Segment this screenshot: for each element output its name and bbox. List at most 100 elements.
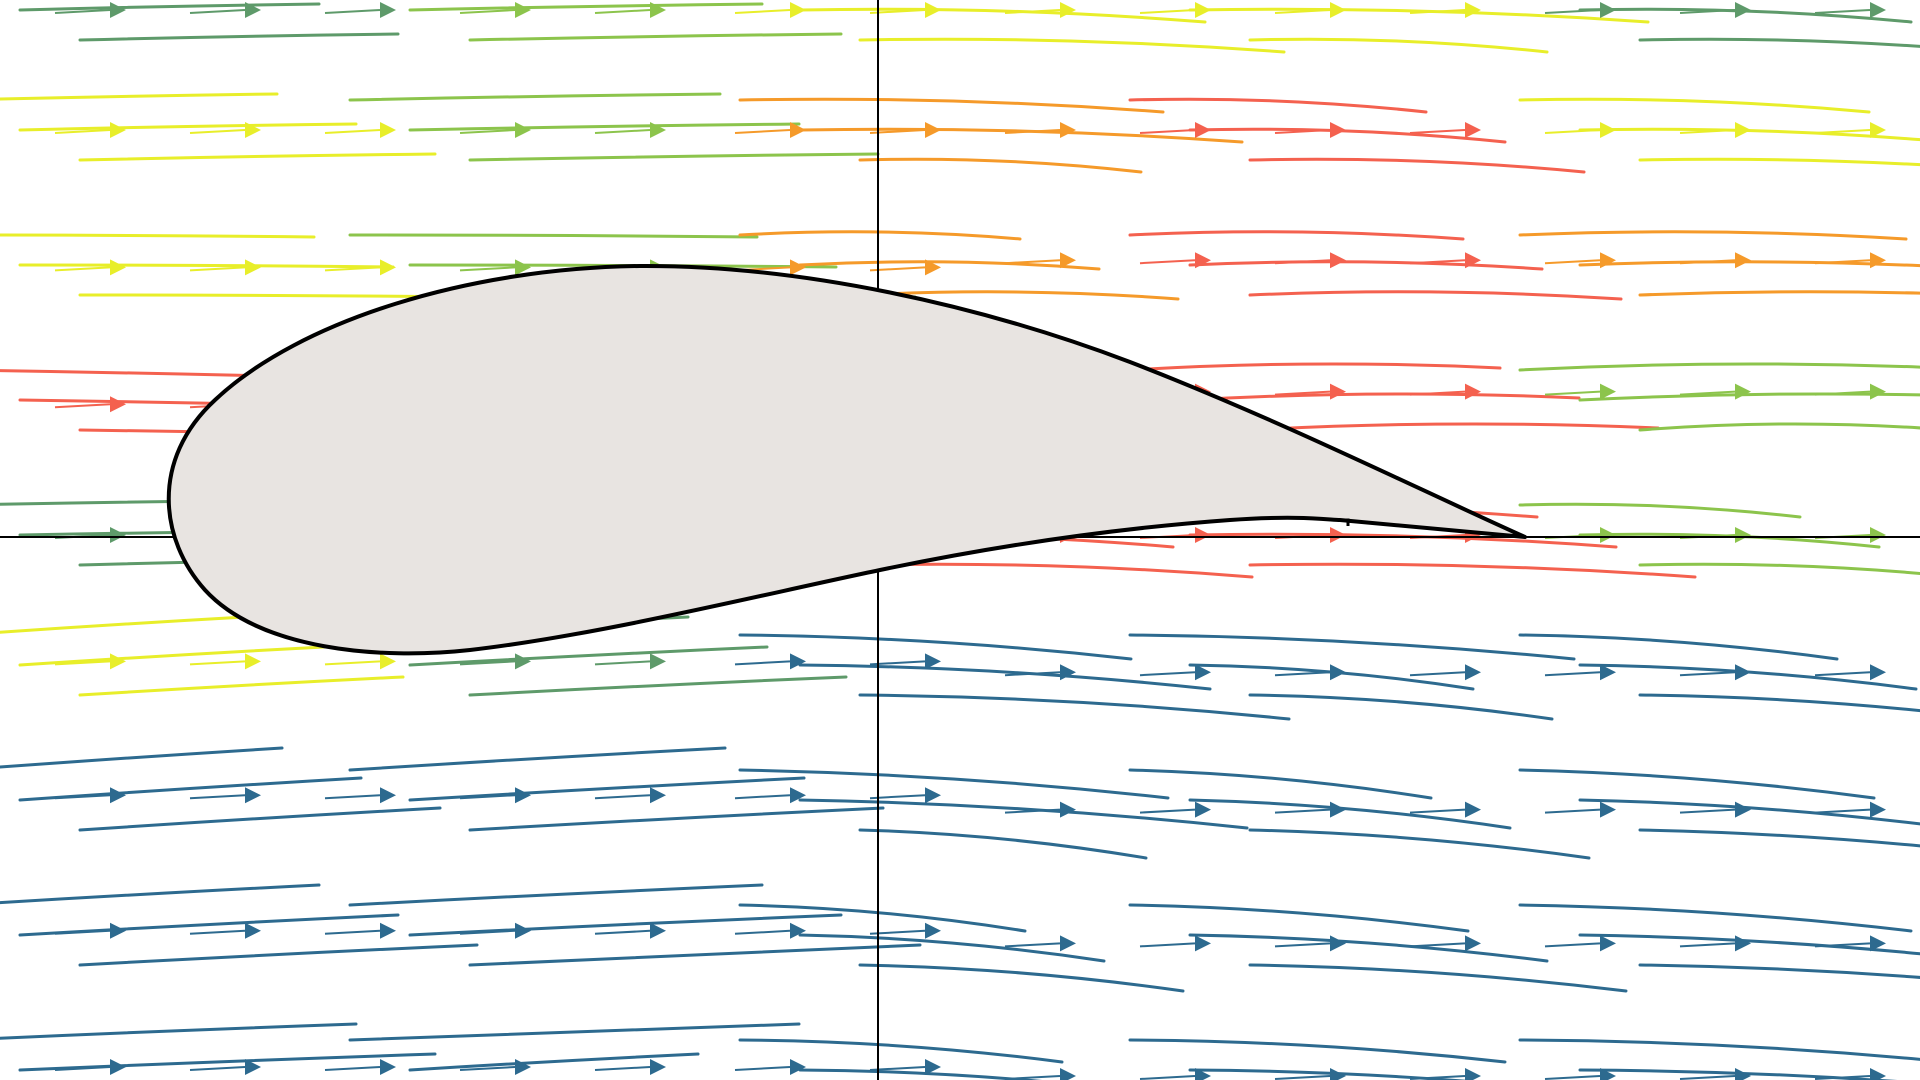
velocity-arrow bbox=[1409, 383, 1481, 400]
streamline bbox=[1128, 1038, 1507, 1064]
streamline bbox=[468, 675, 848, 697]
streamline bbox=[1188, 798, 1512, 830]
streamline bbox=[408, 2, 764, 12]
velocity-arrow bbox=[459, 2, 531, 18]
streamline bbox=[798, 1068, 1042, 1080]
velocity-arrow bbox=[1004, 664, 1076, 681]
velocity-arrow bbox=[459, 787, 531, 804]
velocity-arrow bbox=[1139, 122, 1211, 138]
streamline bbox=[18, 645, 326, 667]
velocity-arrow bbox=[1274, 122, 1346, 138]
velocity-arrow bbox=[1274, 664, 1346, 681]
streamline bbox=[858, 828, 1148, 860]
streamline bbox=[1638, 828, 1920, 848]
streamline bbox=[408, 122, 801, 132]
streamline bbox=[348, 92, 722, 102]
streamline bbox=[78, 32, 400, 42]
streamline bbox=[1638, 562, 1920, 575]
velocity-arrow bbox=[1409, 122, 1481, 138]
velocity-arrow bbox=[459, 1059, 531, 1075]
streamline bbox=[738, 633, 1133, 661]
velocity-arrow bbox=[1814, 801, 1886, 818]
streamline bbox=[1638, 422, 1920, 432]
streamline bbox=[858, 37, 1286, 54]
streamline bbox=[1188, 7, 1650, 24]
streamline bbox=[0, 1022, 358, 1040]
streamline bbox=[468, 806, 885, 832]
velocity-arrow bbox=[1004, 2, 1076, 18]
streamline bbox=[0, 233, 316, 239]
velocity-arrow bbox=[869, 2, 941, 18]
streamline bbox=[468, 943, 922, 967]
streamline bbox=[1638, 693, 1920, 713]
velocity-arrow bbox=[1004, 1068, 1076, 1080]
velocity-arrow bbox=[1004, 122, 1076, 138]
streamline bbox=[1128, 230, 1465, 241]
streamline bbox=[1578, 798, 1920, 826]
velocity-arrow bbox=[54, 922, 126, 939]
velocity-arrow bbox=[1679, 122, 1751, 138]
velocity-arrow bbox=[1814, 383, 1886, 400]
streamline bbox=[1128, 633, 1576, 661]
streamline bbox=[738, 230, 1022, 241]
velocity-arrow bbox=[1274, 1068, 1346, 1080]
streamline bbox=[1248, 828, 1591, 860]
velocity-arrow bbox=[1814, 1068, 1886, 1080]
streamline bbox=[1638, 157, 1920, 167]
streamline bbox=[1578, 127, 1920, 142]
streamline bbox=[348, 883, 764, 907]
velocity-arrow bbox=[324, 922, 396, 939]
velocity-arrow bbox=[324, 2, 396, 18]
velocity-arrow bbox=[869, 787, 941, 804]
streamline bbox=[858, 157, 1143, 174]
velocity-arrow bbox=[869, 922, 941, 939]
velocity-arrow bbox=[54, 396, 126, 413]
velocity-arrow bbox=[459, 122, 531, 138]
velocity-arrow bbox=[1679, 664, 1751, 681]
streamline bbox=[1578, 1068, 1898, 1080]
velocity-arrow bbox=[594, 1059, 666, 1075]
velocity-arrow bbox=[1139, 801, 1211, 818]
streamline bbox=[1518, 230, 1908, 241]
velocity-arrow bbox=[1679, 383, 1751, 400]
velocity-arrow bbox=[1139, 252, 1211, 269]
streamline bbox=[78, 152, 437, 162]
velocity-arrow bbox=[1544, 252, 1616, 269]
velocity-arrow bbox=[1814, 122, 1886, 138]
streamline bbox=[408, 913, 843, 937]
streamline bbox=[738, 903, 1027, 933]
velocity-arrow bbox=[1004, 801, 1076, 818]
velocity-arrow bbox=[1544, 935, 1616, 952]
velocity-arrow bbox=[54, 787, 126, 804]
trailing-edge-mark bbox=[1338, 518, 1350, 526]
velocity-arrow bbox=[1544, 122, 1616, 138]
velocity-arrow bbox=[594, 787, 666, 804]
velocity-arrow bbox=[1004, 935, 1076, 952]
velocity-arrow bbox=[1544, 1068, 1616, 1080]
streamline bbox=[1518, 502, 1802, 519]
streamline bbox=[18, 2, 321, 12]
velocity-arrow bbox=[189, 1059, 261, 1075]
streamline bbox=[798, 663, 1212, 691]
streamline bbox=[738, 768, 1170, 800]
velocity-arrow bbox=[459, 259, 531, 276]
velocity-arrow bbox=[189, 787, 261, 804]
velocity-arrow bbox=[1274, 935, 1346, 952]
velocity-arrow bbox=[54, 1059, 126, 1075]
velocity-arrow bbox=[734, 122, 806, 138]
streamline bbox=[1248, 693, 1554, 721]
streamline bbox=[1518, 768, 1876, 800]
streamline bbox=[1128, 768, 1433, 800]
velocity-arrow bbox=[1274, 383, 1346, 400]
streamline bbox=[1578, 663, 1918, 691]
velocity-arrow bbox=[1679, 935, 1751, 952]
streamline bbox=[1518, 97, 1871, 114]
velocity-arrow bbox=[54, 122, 126, 138]
streamline bbox=[1248, 37, 1549, 54]
streamline bbox=[1518, 633, 1839, 661]
streamline bbox=[1638, 290, 1920, 297]
streamline bbox=[1128, 97, 1428, 114]
